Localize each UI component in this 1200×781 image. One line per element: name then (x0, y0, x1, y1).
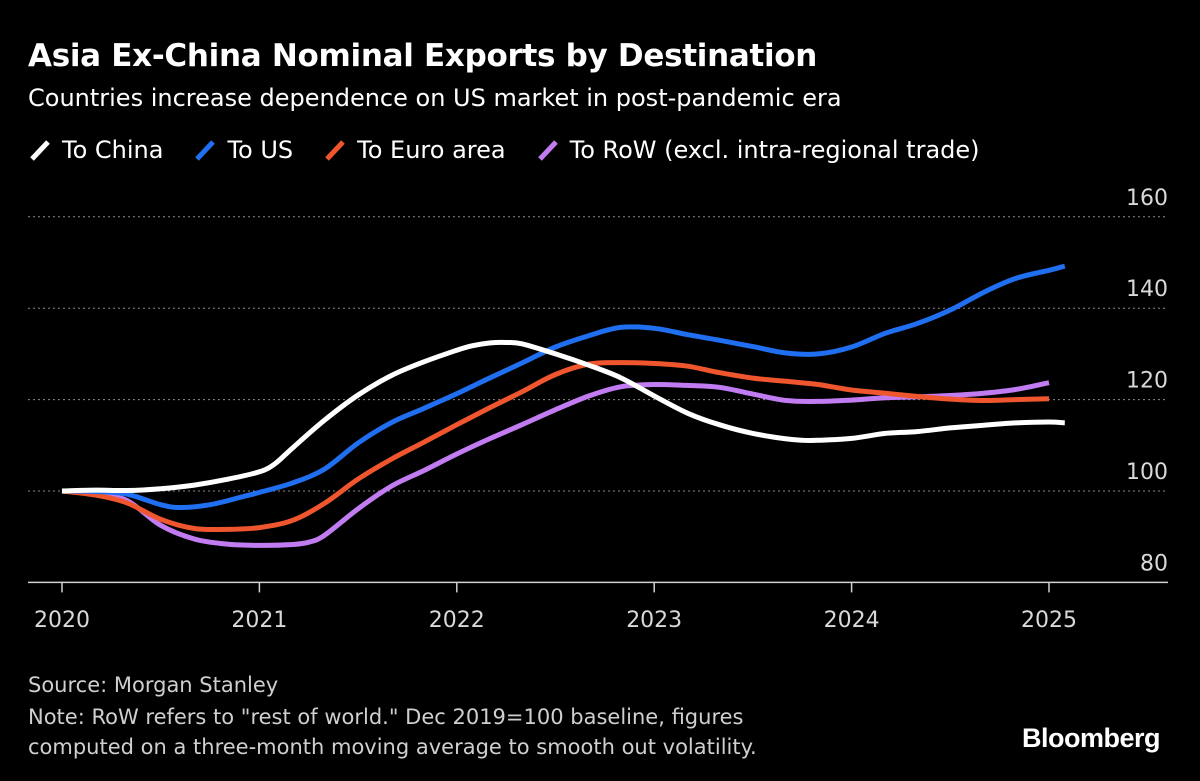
series-line-china (61, 339, 1065, 494)
x-tick-label: 2023 (626, 608, 682, 633)
y-tick-label: 140 (1126, 277, 1168, 302)
legend-label: To Euro area (357, 136, 506, 164)
x-tick-label: 2024 (824, 608, 880, 633)
legend-label: To US (227, 136, 294, 164)
note-line-1: Note: RoW refers to "rest of world." Dec… (28, 705, 744, 729)
y-axis-labels: 80 100 120 140 160 (1126, 186, 1168, 577)
bloomberg-logo: Bloomberg (1021, 723, 1161, 753)
legend-label: To China (62, 136, 164, 164)
series-line-euro-area (61, 360, 1050, 533)
y-tick-label: 160 (1126, 186, 1168, 211)
x-axis (28, 581, 1168, 593)
legend-swatch-icon (28, 138, 52, 162)
legend-item-row: To RoW (excl. intra-regional trade) (536, 136, 980, 164)
legend-label: To RoW (excl. intra-regional trade) (569, 136, 980, 164)
x-tick-label: 2022 (429, 608, 485, 633)
chart-title: Asia Ex-China Nominal Exports by Destina… (28, 38, 818, 74)
y-tick-label: 80 (1140, 551, 1168, 576)
legend-item-euro: To Euro area (323, 136, 506, 164)
chart-subtitle: Countries increase dependence on US mark… (28, 84, 842, 112)
x-tick-label: 2021 (231, 608, 287, 633)
series-line-row (61, 380, 1050, 548)
x-axis-labels: 2020 2021 2022 2023 2024 2025 (34, 608, 1077, 633)
legend-item-us: To US (193, 136, 293, 164)
legend-swatch-icon (193, 138, 217, 162)
legend: To China To US To Euro area To RoW (excl… (28, 136, 1010, 164)
legend-swatch-icon (323, 138, 347, 162)
x-tick-label: 2020 (34, 608, 90, 633)
y-tick-label: 120 (1126, 369, 1168, 394)
note-line-2: computed on a three-month moving average… (28, 735, 757, 759)
note-text: Note: RoW refers to "rest of world." Dec… (28, 702, 757, 762)
legend-item-china: To China (28, 136, 163, 164)
gridlines (28, 216, 1168, 492)
y-tick-label: 100 (1126, 460, 1168, 485)
series-line-us (61, 263, 1066, 510)
series-lines (61, 263, 1066, 548)
source-text: Source: Morgan Stanley (28, 673, 279, 697)
legend-swatch-icon (536, 138, 560, 162)
x-tick-label: 2025 (1021, 608, 1077, 633)
